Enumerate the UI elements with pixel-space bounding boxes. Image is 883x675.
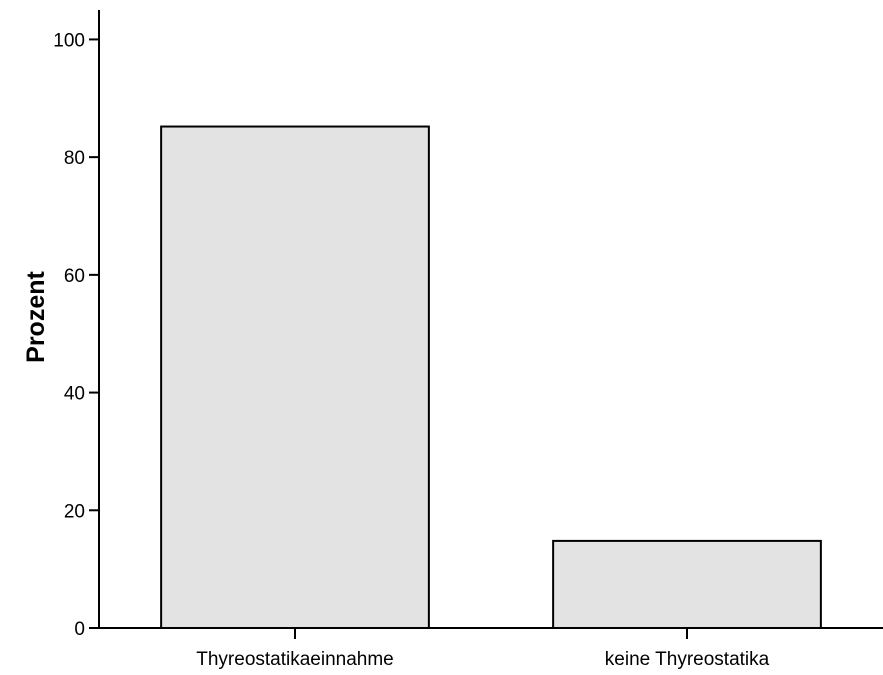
y-tick-label: 40 — [64, 384, 85, 405]
x-ticks: Thyreostatikaeinnahme keine Thyreostatika — [196, 628, 770, 670]
y-tick-label: 60 — [64, 266, 85, 287]
bars-layer — [160, 125, 822, 629]
axes-layer — [98, 10, 883, 629]
y-ticks: 0 20 40 60 80 100 — [53, 30, 99, 640]
y-tick-label: 0 — [74, 619, 85, 640]
y-axis-title: Prozent — [22, 270, 50, 362]
bar-1 — [552, 539, 822, 629]
y-tick-label: 20 — [64, 501, 85, 522]
x-tick-label: keine Thyreostatika — [605, 649, 770, 670]
y-tick-label: 100 — [53, 30, 85, 51]
bar-0 — [160, 125, 430, 629]
y-tick-label: 80 — [64, 148, 85, 169]
x-tick-label: Thyreostatikaeinnahme — [196, 649, 394, 670]
